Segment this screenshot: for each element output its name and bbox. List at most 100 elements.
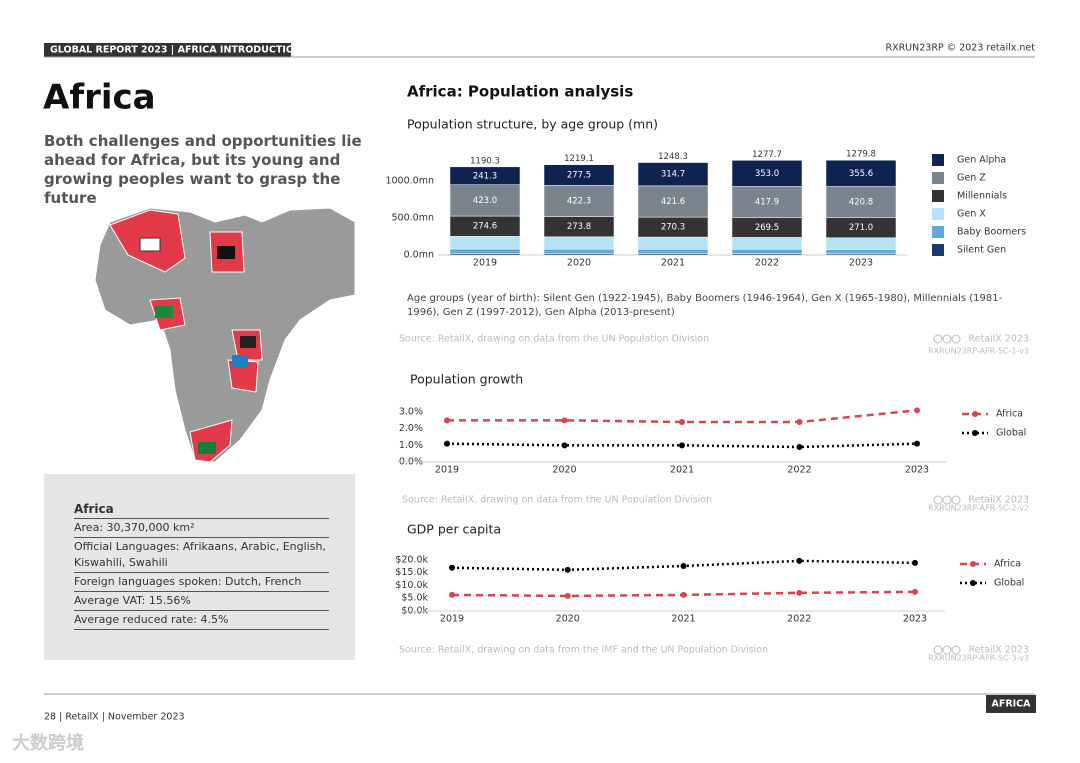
- chart-code: RXRUN23RP-AFR-SC-2-v2: [928, 504, 1029, 513]
- flag: [139, 237, 161, 252]
- chart-title: Population structure, by age group (mn): [407, 117, 658, 132]
- data-label: 421.6: [661, 197, 685, 207]
- total-label: 1219.1: [564, 154, 594, 164]
- x-tick-label: 2022: [787, 614, 811, 625]
- bar-segment: [543, 248, 615, 255]
- x-tick-label: 2020: [567, 258, 591, 269]
- point: [564, 592, 571, 599]
- point: [561, 442, 568, 449]
- credit: RetailX 2023: [968, 645, 1029, 656]
- continent: [94, 207, 356, 463]
- data-label: 273.8: [567, 222, 591, 232]
- cc-icon: [933, 495, 943, 505]
- bar-segment: [637, 185, 709, 218]
- legend-swatch: [932, 244, 944, 256]
- bar-segment: [637, 248, 709, 255]
- data-label: 355.6: [849, 169, 873, 179]
- legend-label: Gen Z: [957, 173, 986, 184]
- x-tick-label: 2019: [473, 258, 497, 269]
- legend-swatch: [932, 190, 944, 202]
- x-tick-label: 2021: [661, 258, 685, 269]
- y-tick-label: 1.0%: [399, 440, 423, 451]
- factbox-line: Average VAT: 15.56%: [74, 592, 329, 611]
- point: [912, 588, 918, 595]
- y-tick-label: 2.0%: [399, 423, 423, 434]
- factbox-line: Official Languages: Afrikaans, Arabic, E…: [74, 538, 329, 573]
- point: [680, 591, 687, 598]
- factbox-title: Africa: [74, 500, 329, 519]
- data-label: 423.0: [473, 196, 497, 206]
- chart-code: RXRUN23RP-AFR-SC-1-v3: [928, 347, 1029, 356]
- bar-segment: [449, 166, 521, 185]
- cc-icon: [942, 645, 952, 655]
- legend-swatch: [932, 154, 944, 166]
- legend-swatch: [932, 226, 944, 238]
- bar-segment: [825, 237, 897, 250]
- data-label: 420.8: [849, 198, 873, 208]
- legend-label: Global: [996, 428, 1026, 439]
- page-title: Africa: [43, 78, 156, 118]
- bar-segment: [449, 236, 521, 250]
- cc-icon: [951, 334, 961, 344]
- legend-swatch: [970, 561, 976, 567]
- header-bar: [44, 43, 291, 57]
- flag: [155, 306, 173, 318]
- bar-segment: [543, 185, 615, 217]
- point: [914, 440, 920, 447]
- cc-icon: [951, 645, 961, 655]
- total-label: 1279.8: [846, 150, 876, 160]
- data-label: 271.0: [849, 223, 873, 233]
- factbox-line: Area: 30,370,000 km²: [74, 519, 329, 538]
- cc-icon: [933, 334, 943, 344]
- source: Source: RetailX, drawing on data from th…: [399, 334, 709, 345]
- x-tick-label: 2023: [905, 465, 929, 476]
- chart-title: GDP per capita: [407, 522, 501, 537]
- y-tick-label: $20.0k: [395, 554, 428, 565]
- point: [796, 444, 803, 450]
- chart-title: Population growth: [410, 372, 523, 387]
- cc-icon: [951, 495, 961, 505]
- chart-code: RXRUN23RP-AFR-SC-3-v3: [928, 654, 1029, 663]
- subtitle: Both challenges and opportunities lie ah…: [44, 132, 362, 207]
- x-tick-label: 2020: [556, 614, 580, 625]
- y-tick-label: $10.0k: [395, 580, 428, 591]
- legend-swatch: [972, 411, 978, 417]
- bar-segment: [543, 164, 615, 186]
- data-label: 314.7: [661, 170, 685, 180]
- data-label: 269.5: [755, 223, 779, 233]
- header-right: RXRUN23RP © 2023 retailx.net: [885, 43, 1035, 54]
- footer-left: 28 | RetailX | November 2023: [44, 712, 185, 723]
- point: [444, 440, 450, 447]
- legend-swatch: [970, 580, 976, 586]
- y-tick-label: $15.0k: [395, 567, 428, 578]
- legend-label: Global: [994, 578, 1024, 589]
- point: [679, 442, 685, 449]
- data-label: 353.0: [755, 169, 779, 179]
- credit: RetailX 2023: [968, 495, 1029, 506]
- bar-segment: [637, 236, 709, 250]
- data-label: 277.5: [567, 170, 591, 180]
- point: [444, 417, 450, 424]
- total-label: 1190.3: [470, 156, 500, 166]
- factbox-line: Average reduced rate: 4.5%: [74, 611, 329, 630]
- legend-label: Baby Boomers: [957, 227, 1026, 238]
- legend-label: Africa: [994, 559, 1021, 570]
- legend-label: Silent Gen: [957, 245, 1006, 256]
- bar-segment: [731, 186, 803, 218]
- x-tick-label: 2023: [903, 614, 927, 625]
- y-tick-label: 0.0mn: [404, 250, 434, 261]
- data-label: 270.3: [661, 223, 685, 233]
- point: [561, 417, 568, 424]
- series-line: [447, 409, 918, 424]
- x-tick-label: 2021: [671, 614, 695, 625]
- cc-icon: [933, 645, 943, 655]
- legend-label: Gen X: [957, 209, 986, 220]
- point: [796, 419, 803, 425]
- y-tick-label: 500.0mn: [392, 212, 434, 223]
- flag: [240, 336, 256, 348]
- credit: RetailX 2023: [968, 334, 1029, 345]
- point: [796, 589, 803, 596]
- data-label: 422.3: [567, 196, 591, 206]
